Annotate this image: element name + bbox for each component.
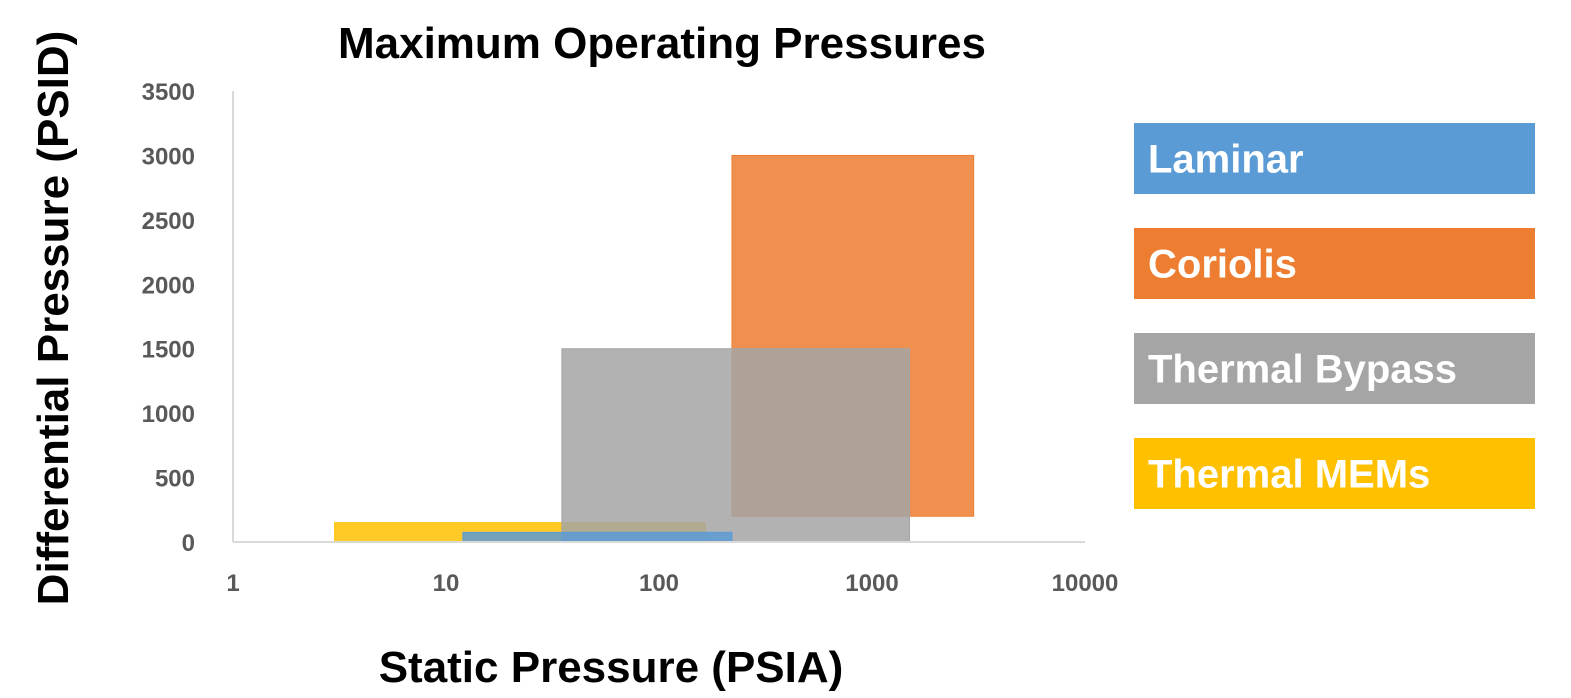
range-rect-laminar bbox=[462, 531, 733, 543]
x-axis-title: Static Pressure (PSIA) bbox=[379, 643, 844, 692]
x-tick-label: 100 bbox=[639, 570, 679, 597]
legend-label: Thermal MEMs bbox=[1148, 453, 1430, 497]
y-tick-label: 0 bbox=[182, 530, 195, 557]
x-tick-label: 1 bbox=[226, 570, 239, 597]
plot-area bbox=[334, 154, 975, 543]
x-tick-label: 10000 bbox=[1052, 570, 1119, 597]
y-tick-label: 2000 bbox=[142, 272, 195, 299]
x-tick-label: 10 bbox=[433, 570, 460, 597]
legend-item-coriolis: Coriolis bbox=[1134, 228, 1535, 299]
legend-item-thermal-mems: Thermal MEMs bbox=[1134, 438, 1535, 509]
y-axis-title: Differential Pressure (PSID) bbox=[29, 31, 78, 606]
legend-swatch bbox=[1134, 123, 1535, 194]
legend-label: Thermal Bypass bbox=[1148, 348, 1457, 392]
legend: Laminar Coriolis Thermal Bypass Thermal MEM… bbox=[1134, 123, 1535, 509]
legend-label: Laminar bbox=[1148, 138, 1304, 182]
legend-label: Coriolis bbox=[1148, 243, 1297, 287]
y-tick-label: 3000 bbox=[142, 143, 195, 170]
legend-swatch bbox=[1134, 228, 1535, 299]
legend-swatch bbox=[1134, 333, 1535, 404]
x-tick-labels: 1 10 100 1000 10000 bbox=[226, 570, 1118, 597]
legend-item-laminar: Laminar bbox=[1134, 123, 1535, 194]
y-tick-label: 3500 bbox=[142, 79, 195, 106]
y-tick-labels: 0 500 1000 1500 2000 2500 3000 3500 bbox=[142, 79, 195, 557]
y-tick-label: 2500 bbox=[142, 208, 195, 235]
chart-title: Maximum Operating Pressures bbox=[338, 19, 986, 68]
y-tick-label: 1000 bbox=[142, 401, 195, 428]
legend-item-thermal-bypass: Thermal Bypass bbox=[1134, 333, 1535, 404]
y-tick-label: 500 bbox=[155, 466, 195, 493]
y-tick-label: 1500 bbox=[142, 337, 195, 364]
range-rect-thermal-bypass bbox=[561, 348, 911, 543]
legend-swatch bbox=[1134, 438, 1535, 509]
x-tick-label: 1000 bbox=[845, 570, 898, 597]
